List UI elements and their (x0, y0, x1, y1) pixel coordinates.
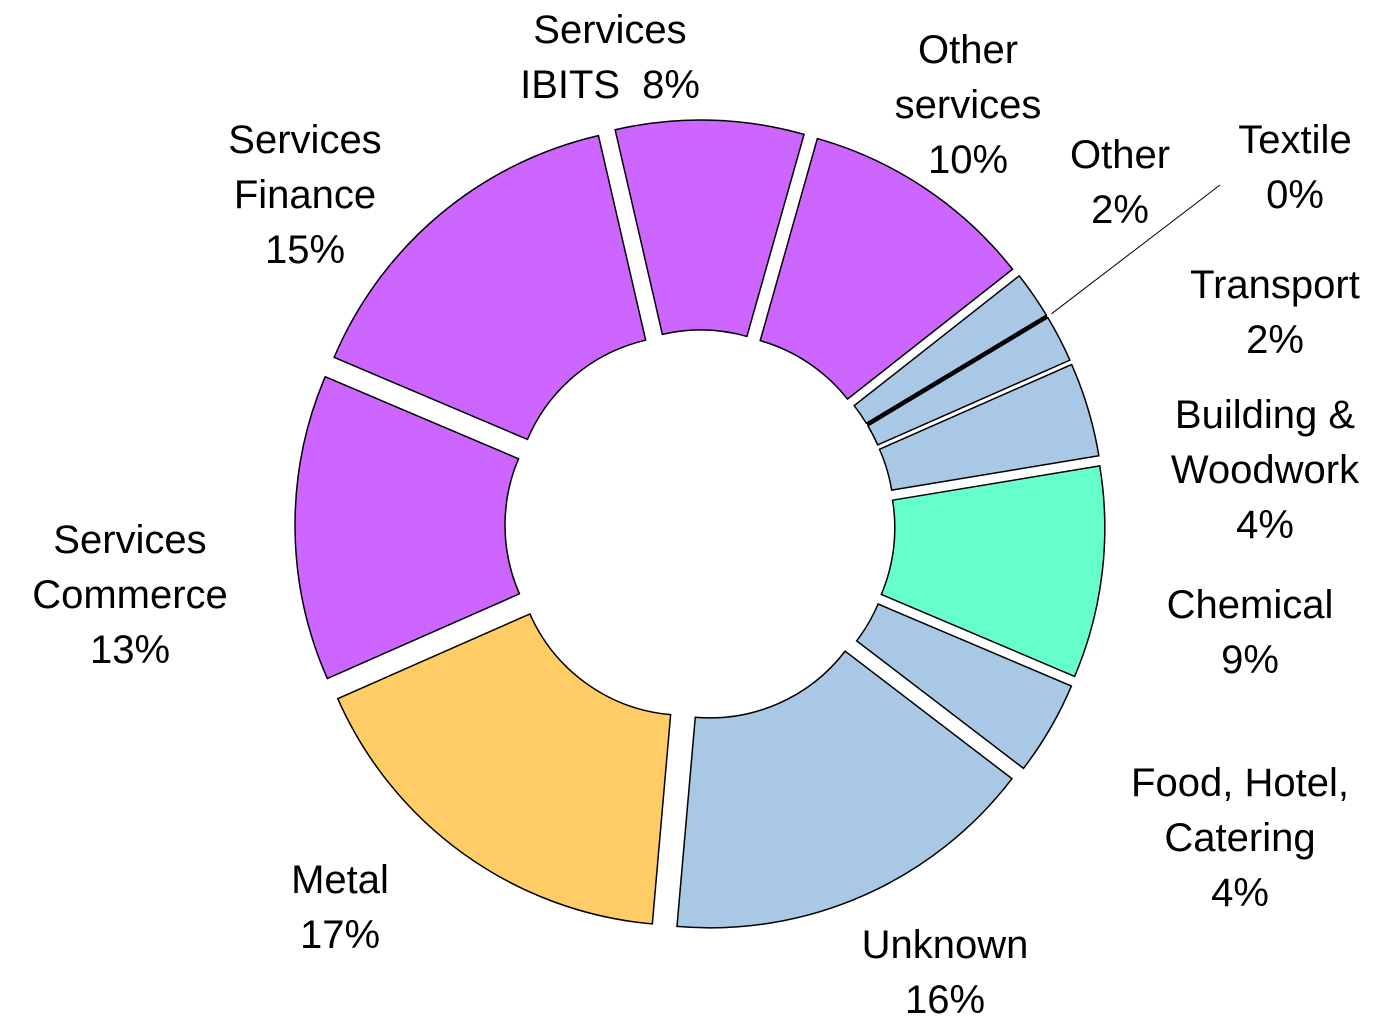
pie-slice (759, 137, 1014, 401)
value-label: 0% (1266, 173, 1324, 217)
slice-label: Metal 17% (291, 853, 389, 963)
pie-slice (336, 612, 672, 925)
category-label: Services IBITS (520, 8, 687, 107)
pie-slice (878, 363, 1100, 491)
slice-label: Food, Hotel, Catering 4% (1131, 756, 1349, 921)
slice-label: Services Finance 15% (228, 113, 381, 278)
value-label: 2% (1246, 318, 1304, 362)
value-label: 9% (1221, 638, 1279, 682)
category-label: Metal (291, 858, 389, 902)
slice-label: Services IBITS 8% (520, 3, 700, 113)
pie-slice (855, 603, 1073, 770)
slice-label: Transport 2% (1190, 258, 1360, 368)
pie-slice (676, 650, 1014, 929)
pie-slice (866, 316, 1071, 446)
slice-label: Other services 10% (895, 23, 1042, 188)
slice-label: Chemical 9% (1167, 578, 1334, 688)
category-label: Services Commerce (32, 518, 228, 617)
category-label: Building & Woodwork (1170, 393, 1360, 492)
category-label: Services Finance (228, 118, 382, 217)
category-label: Other services (894, 28, 1042, 127)
value-label: 4% (1236, 503, 1294, 547)
pie-slice (880, 465, 1106, 678)
value-label: 15% (264, 228, 346, 272)
value-label: 8% (642, 63, 700, 107)
value-label: 10% (927, 138, 1009, 182)
category-label: Chemical (1166, 583, 1334, 627)
slice-label: Unknown 16% (862, 918, 1029, 1021)
pie-slice (853, 274, 1048, 425)
pie-slice (333, 134, 647, 441)
pie-slice (866, 315, 1048, 426)
value-label: 13% (89, 628, 171, 672)
pie-slice (294, 375, 521, 680)
slice-label: Other 2% (1070, 128, 1170, 238)
value-label: 2% (1091, 188, 1149, 232)
slice-label: Textile 0% (1238, 113, 1351, 223)
category-label: Other (1069, 133, 1171, 177)
value-label: 16% (904, 978, 986, 1021)
pie-slice (614, 119, 806, 338)
category-label: Transport (1190, 263, 1360, 307)
category-label: Food, Hotel, Catering (1131, 761, 1349, 860)
value-label: 17% (299, 913, 381, 957)
category-label: Textile (1238, 118, 1352, 162)
slice-label: Services Commerce 13% (32, 513, 228, 678)
slice-label: Building & Woodwork 4% (1171, 388, 1359, 553)
value-label: 4% (1211, 871, 1269, 915)
category-label: Unknown (861, 923, 1029, 967)
leader-line (1051, 184, 1221, 315)
